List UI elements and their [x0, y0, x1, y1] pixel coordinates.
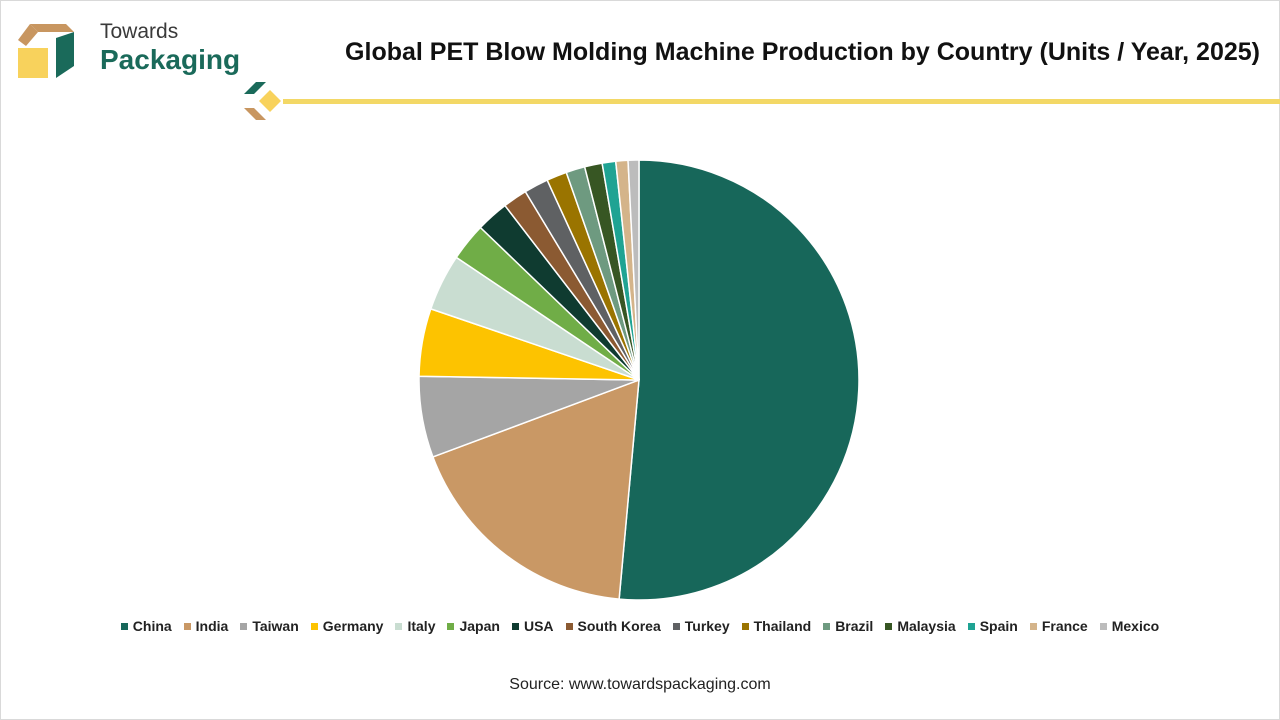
legend-label: Turkey [684, 618, 730, 634]
legend-swatch [395, 622, 403, 630]
legend-item: Japan [447, 618, 500, 634]
brand-name-top: Towards [100, 20, 179, 43]
legend-swatch [672, 622, 680, 630]
legend-label: Germany [322, 618, 384, 634]
legend-label: Italy [407, 618, 436, 634]
legend-swatch [240, 622, 248, 630]
legend-label: Brazil [835, 618, 874, 634]
legend-item: South Korea [565, 618, 661, 634]
legend-label: South Korea [577, 618, 661, 634]
legend-item: Spain [967, 618, 1018, 634]
legend-item: Italy [395, 618, 435, 634]
legend-swatch [183, 622, 191, 630]
legend-label: Malaysia [897, 618, 956, 634]
title-underline [283, 99, 1280, 104]
legend-item: Turkey [672, 618, 730, 634]
legend-item: India [183, 618, 229, 634]
legend-label: Japan [459, 618, 500, 634]
legend-swatch [1099, 622, 1107, 630]
legend-label: Spain [979, 618, 1018, 634]
chart-title: Global PET Blow Molding Machine Producti… [345, 38, 1260, 66]
legend-swatch [967, 622, 975, 630]
legend-label: France [1041, 618, 1088, 634]
legend-swatch [1029, 622, 1037, 630]
legend-swatch [447, 622, 455, 630]
legend-item: Mexico [1099, 618, 1160, 634]
legend-item: USA [511, 618, 554, 634]
legend-item: China [120, 618, 172, 634]
legend-item: France [1029, 618, 1088, 634]
pie-slice-mexico [627, 159, 640, 381]
legend-label: Mexico [1111, 618, 1160, 634]
legend-swatch [823, 622, 831, 630]
legend-item: Thailand [741, 618, 812, 634]
legend-item: Brazil [823, 618, 873, 634]
legend-label: Taiwan [252, 618, 299, 634]
legend-item: Germany [310, 618, 384, 634]
legend-item: Taiwan [240, 618, 299, 634]
legend-swatch [565, 622, 573, 630]
legend-label: China [132, 618, 172, 634]
source-note: Source: www.towardspackaging.com [509, 676, 771, 693]
legend-swatch [310, 622, 318, 630]
legend-label: Thailand [753, 618, 812, 634]
legend-label: USA [523, 618, 554, 634]
legend-label: India [195, 618, 229, 634]
divider-diamond-icon [244, 82, 281, 120]
box-logo-icon [18, 24, 74, 78]
chart-legend: China India Taiwan Germany Italy Japan USA Sout… [0, 618, 1280, 634]
pie-slice-china [618, 159, 860, 601]
legend-swatch [120, 622, 128, 630]
legend-swatch [511, 622, 519, 630]
legend-swatch [885, 622, 893, 630]
brand-logo: Towards Packaging [16, 18, 246, 84]
pie-slice-india [431, 378, 640, 600]
legend-swatch [741, 622, 749, 630]
legend-item: Malaysia [885, 618, 956, 634]
brand-name-bottom: Packaging [100, 44, 241, 75]
